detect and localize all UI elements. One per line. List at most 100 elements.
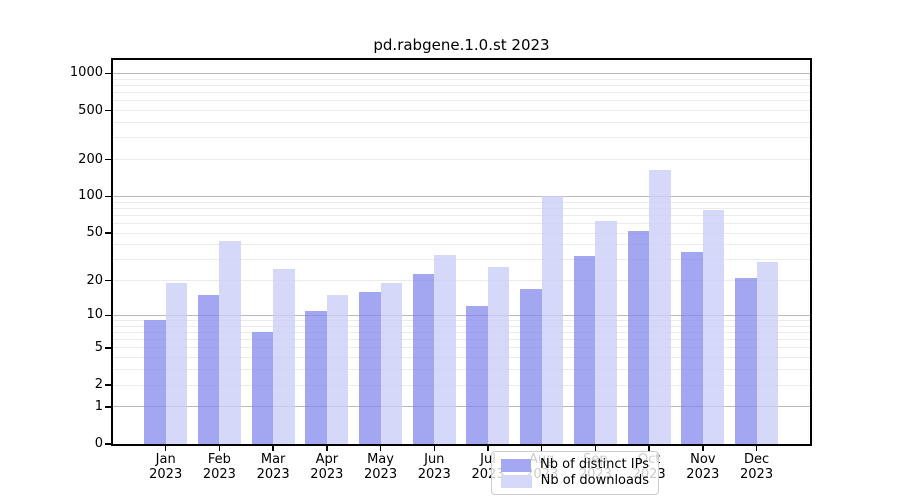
gridline-major xyxy=(113,314,810,316)
legend-label-distinct-ips: Nb of distinct IPs xyxy=(540,457,649,472)
bar-downloads-jan-2023 xyxy=(165,283,188,444)
bar-distinct-ips-mar-2023 xyxy=(251,332,274,444)
y-tick-label: 0 xyxy=(94,436,103,451)
gridline-minor xyxy=(113,357,810,359)
bar-downloads-sep-2023 xyxy=(595,220,617,444)
x-tick-mark xyxy=(379,446,382,451)
y-tick-mark xyxy=(105,443,112,445)
gridline-minor xyxy=(113,232,810,234)
gridline-minor xyxy=(113,92,810,94)
y-tick-label: 200 xyxy=(78,151,103,167)
gridline-minor xyxy=(113,339,810,341)
y-tick-mark xyxy=(105,232,112,234)
bar-distinct-ips-jan-2023 xyxy=(144,320,166,444)
bar-downloads-dec-2023 xyxy=(756,261,779,444)
bar-downloads-aug-2023 xyxy=(541,195,564,444)
x-tick-mark xyxy=(164,446,167,451)
bar-distinct-ips-dec-2023 xyxy=(735,278,757,444)
legend-entry-downloads: Nb of downloads xyxy=(501,473,649,489)
bar-distinct-ips-nov-2023 xyxy=(681,251,703,444)
x-tick-label: Jan 2023 xyxy=(149,452,183,482)
bar-downloads-oct-2023 xyxy=(649,170,671,444)
bar-distinct-ips-jun-2023 xyxy=(412,273,435,444)
y-tick-label: 1 xyxy=(94,398,103,414)
x-tick-mark xyxy=(433,446,436,451)
y-tick-mark xyxy=(105,347,112,349)
gridline-minor xyxy=(113,201,810,203)
gridline-minor xyxy=(113,347,810,349)
gridline-minor xyxy=(113,110,810,112)
x-tick-mark xyxy=(755,446,758,451)
y-tick-label: 1000 xyxy=(69,65,103,81)
bar-downloads-may-2023 xyxy=(380,283,403,444)
y-tick-mark xyxy=(105,195,112,198)
y-tick-label: 20 xyxy=(86,272,103,288)
bar-distinct-ips-apr-2023 xyxy=(305,310,327,444)
gridline-minor xyxy=(113,259,810,261)
x-tick-label: Jun 2023 xyxy=(417,452,451,482)
gridline-minor xyxy=(113,384,810,386)
x-tick-mark xyxy=(594,446,597,451)
x-tick-label: Feb 2023 xyxy=(202,452,236,482)
bar-distinct-ips-oct-2023 xyxy=(627,231,650,444)
bar-distinct-ips-jul-2023 xyxy=(466,306,488,444)
bar-downloads-jun-2023 xyxy=(434,254,456,444)
gridline-minor xyxy=(113,319,810,321)
gridline-minor xyxy=(113,159,810,161)
y-tick-mark xyxy=(105,384,112,386)
gridline-minor xyxy=(113,369,810,371)
gridline-minor xyxy=(113,100,810,102)
x-tick-mark xyxy=(326,446,328,451)
x-tick-label: Nov 2023 xyxy=(686,452,720,482)
plot-area: Nb of distinct IPs Nb of downloads xyxy=(111,58,812,495)
chart-title: pd.rabgene.1.0.st 2023 xyxy=(373,36,550,54)
bar-distinct-ips-may-2023 xyxy=(359,292,381,444)
legend-label-downloads: Nb of downloads xyxy=(540,473,649,488)
gridline-major xyxy=(113,72,810,74)
bar-downloads-jul-2023 xyxy=(487,267,510,444)
bar-distinct-ips-feb-2023 xyxy=(197,295,220,444)
x-tick-mark xyxy=(702,446,704,451)
bar-distinct-ips-sep-2023 xyxy=(573,256,596,444)
y-tick-label: 500 xyxy=(78,102,103,118)
legend-entry-distinct-ips: Nb of distinct IPs xyxy=(501,457,649,473)
y-tick-mark xyxy=(105,158,112,161)
legend-swatch-distinct-ips xyxy=(501,458,532,472)
y-tick-mark xyxy=(105,279,112,282)
legend-swatch-downloads xyxy=(501,474,532,488)
x-tick-label: Dec 2023 xyxy=(740,452,774,482)
bar-downloads-apr-2023 xyxy=(326,295,349,444)
y-tick-label: 5 xyxy=(94,339,103,355)
gridline-major xyxy=(113,195,810,197)
x-tick-mark xyxy=(648,446,650,451)
x-tick-label: Mar 2023 xyxy=(256,452,290,482)
plot-inner xyxy=(113,60,810,444)
y-tick-label: 100 xyxy=(78,188,103,204)
gridline-major xyxy=(113,406,810,408)
gridline-minor xyxy=(113,223,810,224)
x-tick-label: Apr 2023 xyxy=(310,452,344,482)
legend: Nb of distinct IPs Nb of downloads xyxy=(491,451,659,495)
bar-distinct-ips-aug-2023 xyxy=(520,288,542,444)
gridline-minor xyxy=(113,214,810,216)
gridline-minor xyxy=(113,207,810,209)
x-tick-mark xyxy=(487,446,489,451)
y-tick-mark xyxy=(105,72,112,75)
bar-downloads-mar-2023 xyxy=(273,269,295,444)
bar-downloads-nov-2023 xyxy=(702,210,725,444)
bar-downloads-feb-2023 xyxy=(219,241,241,444)
x-tick-mark xyxy=(540,446,543,451)
y-tick-label: 10 xyxy=(86,307,103,323)
gridline-minor xyxy=(113,325,810,327)
gridline-minor xyxy=(113,280,810,282)
y-tick-mark xyxy=(105,109,112,112)
y-tick-mark xyxy=(105,406,112,408)
gridline-minor xyxy=(113,331,810,333)
x-tick-mark xyxy=(218,446,221,451)
gridline-minor xyxy=(113,122,810,123)
x-tick-mark xyxy=(272,446,274,451)
gridline-minor xyxy=(113,78,810,80)
gridline-minor xyxy=(113,84,810,86)
y-tick-label: 50 xyxy=(86,225,103,241)
